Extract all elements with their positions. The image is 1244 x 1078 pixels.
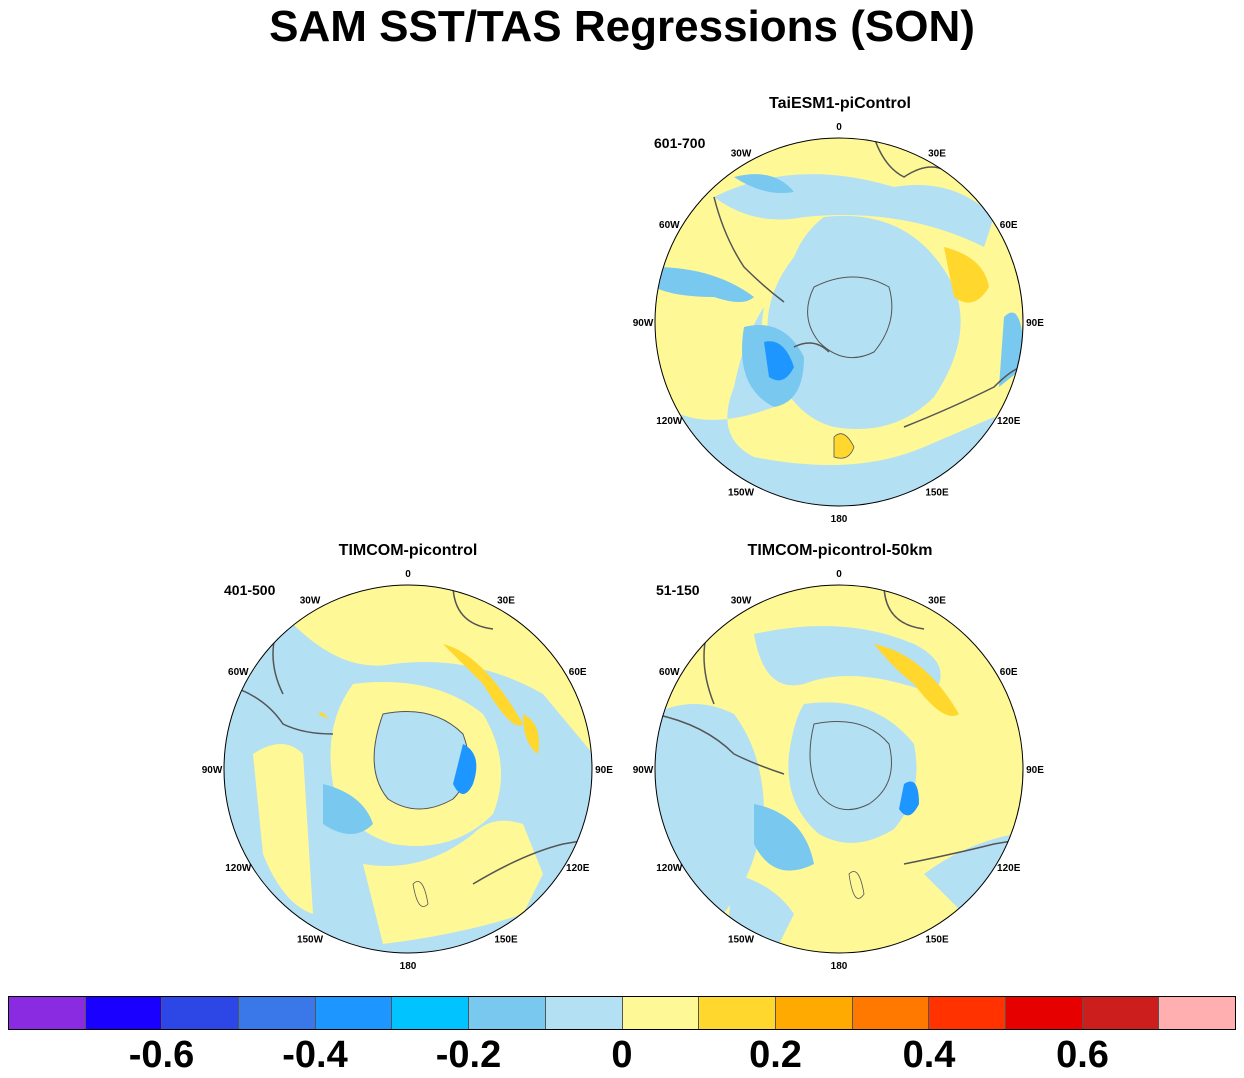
colorbar-swatch — [239, 997, 316, 1029]
colorbar-swatch — [392, 997, 470, 1029]
longitude-label: 60W — [659, 220, 680, 231]
colorbar-swatch — [699, 997, 776, 1029]
colorbar-swatch — [9, 997, 86, 1029]
colorbar-swatch — [1005, 997, 1083, 1029]
longitude-label: 60E — [1000, 667, 1018, 678]
polar-map-taiesm1: 0 30E 60E 90E 120E 150E 180 150W 120W 90W 60W 30W — [633, 122, 1045, 525]
colorbar-tick-label: 0.2 — [749, 1034, 802, 1076]
longitude-label: 60E — [569, 667, 587, 678]
longitude-label: 60W — [228, 667, 249, 678]
polar-map-timcom: 0 30E 60E 90E 120E 150E 180 150W 120W 90W 60W 30W — [202, 569, 614, 972]
colorbar-tick-labels: -0.6 -0.4 -0.2 0 0.2 0.4 0.6 — [0, 1034, 1244, 1078]
colorbar-tick-label: -0.4 — [282, 1034, 348, 1076]
colorbar-tick-label: 0.4 — [902, 1034, 956, 1076]
longitude-label: 0 — [836, 569, 842, 580]
longitude-label: 120E — [997, 863, 1021, 874]
longitude-label: 0 — [836, 122, 842, 133]
longitude-label: 90W — [633, 318, 654, 329]
longitude-label: 60W — [659, 667, 680, 678]
longitude-label: 120E — [566, 863, 590, 874]
longitude-label: 120E — [997, 416, 1021, 427]
polar-map-timcom-50km: 0 30E 60E 90E 120E 150E 180 150W 120W 90W 60W 30W — [633, 569, 1045, 972]
colorbar-swatch — [1082, 997, 1160, 1029]
longitude-label: 150W — [728, 488, 755, 499]
colorbar-swatch — [85, 997, 163, 1029]
colorbar-swatch — [929, 997, 1006, 1029]
colorbar-swatch — [469, 997, 546, 1029]
longitude-label: 30W — [300, 595, 321, 606]
longitude-label: 0 — [405, 569, 411, 580]
longitude-label: 120W — [656, 416, 683, 427]
colorbar-swatch — [775, 997, 853, 1029]
longitude-label: 60E — [1000, 220, 1018, 231]
longitude-label: 150W — [297, 935, 324, 946]
colorbar-swatch — [852, 997, 930, 1029]
longitude-label: 30E — [928, 148, 946, 159]
colorbar — [8, 996, 1236, 1030]
panel-title-timcom: TIMCOM-picontrol — [338, 542, 478, 559]
longitude-label: 150W — [728, 935, 755, 946]
colorbar-swatch — [315, 997, 393, 1029]
colorbar-tick-label: 0.6 — [1056, 1034, 1109, 1076]
longitude-label: 150E — [925, 935, 949, 946]
colorbar-swatch — [162, 997, 240, 1029]
longitude-label: 120W — [656, 863, 683, 874]
longitude-label: 180 — [400, 961, 417, 972]
panel-period-taiesm1: 601-700 — [654, 135, 706, 151]
longitude-label: 30E — [497, 595, 515, 606]
panel-period-timcom: 401-500 — [224, 582, 276, 598]
colorbar-swatch — [545, 997, 623, 1029]
figure-title: SAM SST/TAS Regressions (SON) — [269, 2, 975, 51]
longitude-label: 180 — [831, 961, 848, 972]
colorbar-swatch — [622, 997, 700, 1029]
panel-title-timcom-50km: TIMCOM-picontrol-50km — [747, 542, 933, 559]
longitude-label: 120W — [225, 863, 252, 874]
colorbar-tick-label: -0.2 — [435, 1034, 502, 1076]
longitude-label: 30W — [731, 148, 752, 159]
colorbar-tick-label: 0 — [611, 1034, 633, 1076]
longitude-label: 150E — [925, 488, 949, 499]
longitude-label: 90W — [633, 765, 654, 776]
longitude-label: 90W — [202, 765, 223, 776]
longitude-label: 90E — [1026, 765, 1044, 776]
longitude-label: 150E — [494, 935, 518, 946]
panel-period-timcom-50km: 51-150 — [656, 582, 700, 598]
longitude-label: 90E — [1026, 318, 1044, 329]
colorbar-swatch — [1159, 997, 1235, 1029]
longitude-label: 30W — [731, 595, 752, 606]
longitude-label: 30E — [928, 595, 946, 606]
longitude-label: 90E — [595, 765, 613, 776]
panel-title-taiesm1: TaiESM1-piControl — [769, 95, 911, 112]
colorbar-tick-label: -0.6 — [128, 1034, 195, 1076]
longitude-label: 180 — [831, 514, 848, 525]
